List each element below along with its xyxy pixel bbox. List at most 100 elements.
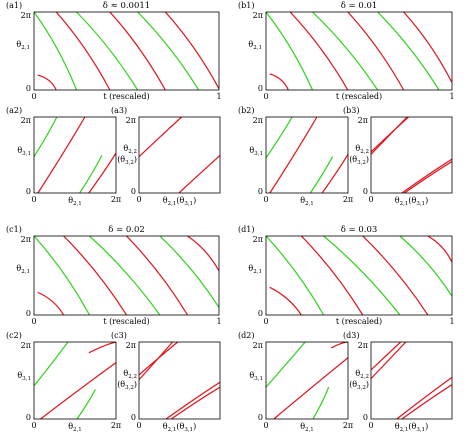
b1-ytick-bottom: 0 bbox=[258, 84, 263, 93]
a3-series-1 bbox=[178, 155, 220, 193]
c2-xtick-right: 2π bbox=[111, 421, 121, 430]
b2-ytick-top: 2π bbox=[253, 116, 263, 125]
b3-ytick-bottom: 0 bbox=[363, 187, 368, 196]
a3-frame bbox=[138, 116, 221, 194]
b1-frame bbox=[265, 11, 453, 91]
d3-ytick-bottom: 0 bbox=[363, 413, 368, 422]
b2-series-3 bbox=[321, 153, 348, 193]
c3-frame bbox=[138, 341, 221, 420]
c3-series-1 bbox=[139, 342, 173, 381]
d3-ytick-top: 2π bbox=[358, 341, 368, 350]
c1-xtick-left: 0 bbox=[31, 317, 36, 326]
c2-series-0 bbox=[34, 342, 69, 387]
a2-xtick-left: 0 bbox=[31, 195, 36, 204]
b1-series-4 bbox=[347, 12, 405, 90]
a3-ylabel-a: θ2,2 bbox=[123, 144, 137, 155]
c2-series-3 bbox=[88, 342, 116, 354]
d3-xlabel: θ2,1(θ3,1) bbox=[395, 422, 428, 433]
b2-ytick-bottom: 0 bbox=[258, 187, 263, 196]
b3-ylabel-a: θ2,2 bbox=[355, 144, 369, 155]
d1-xtick-right: 1 bbox=[449, 317, 454, 326]
a2-xlabel: θ2,1 bbox=[68, 196, 82, 207]
b1-xtick-right: 1 bbox=[449, 92, 454, 101]
b2-panel-label: (b2) bbox=[238, 106, 254, 115]
c3-ylabel-b: (θ3,2) bbox=[117, 380, 137, 391]
c1-series-4 bbox=[126, 236, 189, 315]
a2-ytick-top: 2π bbox=[21, 116, 31, 125]
a1-ytick-bottom: 0 bbox=[26, 84, 31, 93]
c2-ytick-top: 2π bbox=[21, 341, 31, 350]
b3-series-3 bbox=[404, 161, 452, 193]
c2-xlabel: θ2,1 bbox=[68, 422, 82, 433]
c1-ytick-top: 2π bbox=[21, 235, 31, 244]
b3-ylabel-b: (θ3,2) bbox=[349, 155, 369, 166]
d3-frame bbox=[370, 341, 453, 420]
b2-series-1 bbox=[269, 117, 318, 193]
b1-series-0 bbox=[269, 73, 289, 90]
c1-ytick-bottom: 0 bbox=[26, 309, 31, 318]
d1-ylabel: θ2,1 bbox=[248, 264, 262, 275]
c3-series-3 bbox=[170, 386, 220, 419]
b1-xlabel: t (rescaled) bbox=[336, 92, 382, 101]
a1-ylabel: θ2,1 bbox=[16, 40, 30, 51]
b2-series-2 bbox=[309, 156, 334, 193]
c3-ylabel-a: θ2,2 bbox=[123, 369, 137, 380]
d1-frame bbox=[265, 235, 453, 316]
b1-series-2 bbox=[289, 12, 349, 90]
a2-ytick-bottom: 0 bbox=[26, 187, 31, 196]
a3-panel-label: (a3) bbox=[111, 106, 127, 115]
b2-xlabel: θ2,1 bbox=[300, 196, 314, 207]
d2-series-0 bbox=[266, 342, 306, 388]
a1-xtick-right: 1 bbox=[216, 92, 221, 101]
d1-series-1 bbox=[266, 236, 325, 315]
a3-xtick-left: 0 bbox=[136, 195, 141, 204]
b2-xtick-left: 0 bbox=[263, 195, 268, 204]
b3-xlabel: θ2,1(θ3,1) bbox=[395, 196, 428, 207]
b2-ylabel: θ3,1 bbox=[249, 146, 263, 157]
c2-ytick-bottom: 0 bbox=[26, 413, 31, 422]
d2-series-1 bbox=[273, 357, 348, 419]
b1-ytick-top: 2π bbox=[253, 11, 263, 20]
b1-xtick-left: 0 bbox=[263, 92, 268, 101]
d2-xtick-right: 2π bbox=[343, 421, 353, 430]
a1-series-6 bbox=[164, 12, 219, 90]
a2-series-2 bbox=[79, 155, 103, 193]
c2-series-1 bbox=[40, 362, 116, 419]
a3-ytick-bottom: 0 bbox=[131, 187, 136, 196]
d3-panel-label: (d3) bbox=[343, 331, 359, 340]
b1-series-6 bbox=[403, 12, 452, 83]
a2-frame bbox=[33, 116, 117, 194]
a1-xtick-left: 0 bbox=[31, 92, 36, 101]
d1-panel-label: (d1) bbox=[238, 225, 254, 234]
a1-series-0 bbox=[37, 74, 57, 90]
c1-ylabel: θ2,1 bbox=[16, 264, 30, 275]
b3-frame bbox=[370, 116, 453, 194]
c2-series-2 bbox=[76, 389, 96, 419]
d1-series-3 bbox=[323, 236, 401, 315]
d1-series-5 bbox=[399, 236, 452, 297]
c3-ytick-top: 2π bbox=[126, 341, 136, 350]
a1-xlabel: t (rescaled) bbox=[103, 92, 149, 101]
c1-series-3 bbox=[89, 236, 161, 315]
a3-xlabel: θ2,1(θ3,1) bbox=[163, 196, 196, 207]
c3-series-2 bbox=[165, 381, 220, 419]
a1-title: δ ≈ 0.0011 bbox=[103, 1, 150, 11]
d2-series-3 bbox=[330, 342, 348, 349]
d2-series-2 bbox=[312, 386, 330, 419]
a1-series-2 bbox=[55, 12, 111, 90]
d2-panel-label: (d2) bbox=[238, 331, 254, 340]
c2-frame bbox=[33, 341, 117, 420]
d1-title: δ = 0.03 bbox=[341, 225, 378, 235]
d1-xtick-left: 0 bbox=[263, 317, 268, 326]
c1-xlabel: t (rescaled) bbox=[103, 317, 149, 326]
b1-series-1 bbox=[266, 12, 314, 90]
d2-ylabel: θ3,1 bbox=[249, 371, 263, 382]
c3-ytick-bottom: 0 bbox=[131, 413, 136, 422]
c1-series-2 bbox=[63, 236, 128, 315]
a3-ytick-top: 2π bbox=[126, 116, 136, 125]
a1-series-1 bbox=[34, 12, 78, 90]
a1-series-3 bbox=[76, 12, 139, 90]
d3-ylabel-b: (θ3,2) bbox=[349, 380, 369, 391]
d1-series-4 bbox=[362, 236, 429, 315]
